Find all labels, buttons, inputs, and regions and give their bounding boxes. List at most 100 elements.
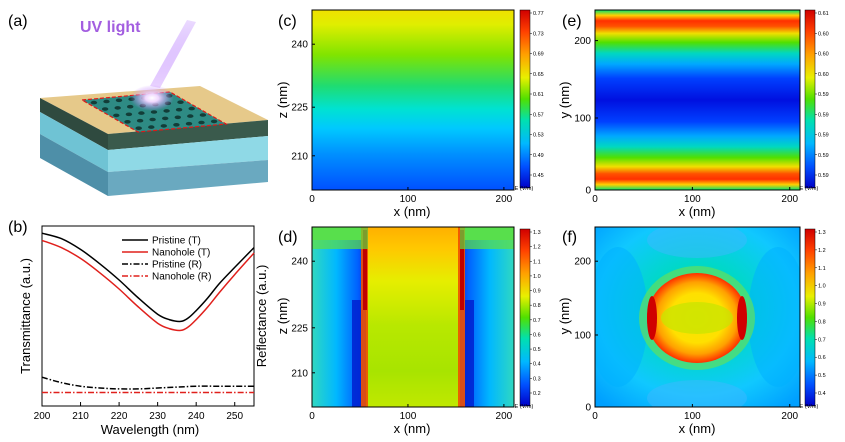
series-line-pristine-t [41,232,255,323]
x-tick-label: 210 [72,411,89,422]
y-tick-label: 240 [291,40,308,51]
ticks-e: 0 100 200 200 100 0 [574,36,798,205]
colorbar-tick-label: 0.4 [533,362,541,368]
device-front-dark-layer [108,120,268,150]
nanohole [163,109,170,113]
colorbar-tick-label: 0.9 [818,302,826,308]
y-tick-label: 100 [574,114,591,125]
x-tick-label: 0 [592,194,598,205]
nanohole [115,98,123,103]
colorbar-tick-label: 0.3 [533,376,541,382]
device-left-dark-layer [40,98,108,150]
nanohole [114,106,121,110]
colorbar-tick-label: 1.0 [818,284,826,290]
nanohole [177,100,184,104]
colorbar-ticks-e: 0.61 0.60 0.60 0.60 0.59 0.59 0.59 0.59 0.59 E (V… [800,11,829,192]
nanohole [127,104,134,109]
colorbar-tick-label: 0.73 [533,31,544,37]
frame-c [311,9,515,191]
colorbar-tick-label: 0.5 [533,347,541,353]
colorbar-tick-label: 1.1 [818,266,826,272]
colorbar-ticks-f: 1.3 1.2 1.1 1.0 0.9 0.8 0.7 0.6 0.5 0.4 E (V/m) [800,230,826,410]
field-map-e [595,10,800,190]
colorbar-c [519,9,531,189]
x-axis-label-e: x (nm) [679,204,716,219]
nanohole [135,126,142,130]
colorbar-tick-label: 0.59 [818,133,829,139]
colorbar-unit: E (V/m) [515,186,534,192]
colorbar-tick-label: 0.59 [818,92,829,98]
panel-label-b: (b) [8,219,28,236]
colorbar-tick-label: 0.6 [533,332,541,338]
colorbar-tick-label: 0.4 [818,391,826,397]
legend-entry: Nanohole (T) [152,248,210,259]
nanohole [101,107,109,111]
series-line-nanohole-t [41,239,255,332]
nanohole [113,113,120,118]
x-axis-label-c: x (nm) [394,204,431,219]
legend: Pristine (T)Nanohole (T)Pristine (R)Nano… [122,236,211,283]
colorbar-tick-label: 1.1 [533,259,541,265]
nanohole [188,106,195,111]
x-tick-label: 200 [496,411,513,422]
x-tick-label: 0 [309,411,315,422]
legend-entry: Nanohole (R) [152,272,211,283]
x-tick-label: 230 [149,411,166,422]
colorbar-tick-label: 0.65 [533,72,544,78]
x-tick-label: 100 [400,411,417,422]
colorbar-tick-label: 1.3 [818,230,826,236]
device-left-substrate [40,134,108,196]
x-axis-label-b: Wavelength (nm) [101,422,200,437]
colorbar-unit: E (V/m) [800,404,819,410]
colorbar-tick-label: 1.2 [533,245,541,251]
uv-beam [150,20,196,88]
panel-label-e: (e) [562,13,582,30]
colorbar-e [804,9,816,189]
x-tick-label: 200 [781,194,798,205]
colorbar-d [519,228,531,407]
device-front-substrate [108,160,268,196]
panel-label-a: (a) [8,13,28,30]
x-tick-label: 100 [684,194,701,205]
x-tick-label: 220 [111,411,128,422]
series-lines [41,232,255,394]
colorbar-tick-label: 0.8 [533,303,541,309]
panel-a: (a) UV light [8,13,268,196]
colorbar-tick-label: 0.59 [818,112,829,118]
nanohole [162,116,169,121]
y-tick-label: 200 [574,36,591,47]
colorbar-tick-label: 1.0 [533,274,541,280]
colorbar-tick-label: 0.60 [818,31,829,37]
y-axis-label-right: Reflectance (a.u.) [254,265,269,368]
ticks-c: 0 100 200 240 225 210 [291,40,512,205]
y-tick-label: 0 [585,403,591,414]
colorbar-tick-label: 1.3 [533,230,541,236]
y-tick-label: 210 [291,151,308,162]
nanohole [138,111,145,115]
colorbar-tick-label: 0.5 [818,373,826,379]
nanohole [160,124,167,128]
nanohole [173,123,180,127]
nanohole [175,107,183,112]
nanohole [199,113,207,117]
nanohole [124,120,131,124]
y-tick-label: 0 [585,186,591,197]
colorbar-tick-label: 0.60 [818,72,829,78]
nanohole [150,110,158,114]
nanohole [187,114,194,118]
y-axis-label-left: Transmittance (a.u.) [18,258,33,374]
x-tick-label: 0 [309,194,315,205]
panel-label-c: (c) [278,13,297,30]
device-left-cyan-layer [40,112,108,172]
x-axis-label-f: x (nm) [679,421,716,436]
colorbar-tick-label: 0.61 [533,92,544,98]
colorbar-f [804,228,816,407]
colorbar-tick-label: 0.60 [818,52,829,58]
nanohole [149,117,156,122]
colorbar-tick-label: 0.49 [533,153,544,159]
x-tick-label: 250 [226,411,243,422]
region-outline [80,91,228,133]
